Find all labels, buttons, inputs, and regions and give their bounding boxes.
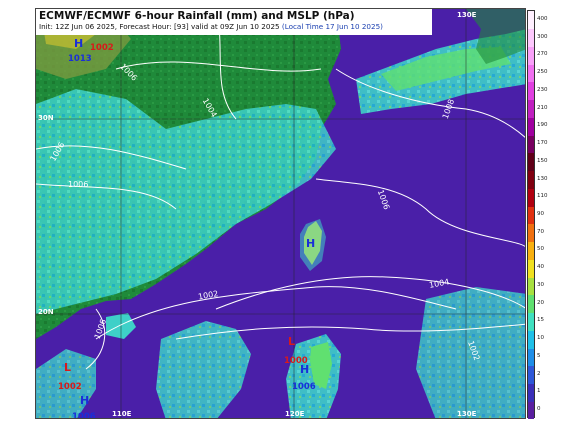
colorbar-tick-label: 30: [537, 281, 544, 288]
colorbar-segment: [528, 64, 534, 83]
colorbar-segment: [528, 99, 534, 118]
colorbar-segment: [528, 81, 534, 101]
colorbar-tick-label: 270: [537, 51, 548, 58]
chart-title: ECMWF/ECMWF 6-hour Rainfall (mm) and MSL…: [39, 10, 355, 22]
rain-scs-center: [156, 321, 251, 418]
svg-text:H: H: [306, 237, 315, 250]
rain-core-east: [381, 47, 511, 91]
colorbar-segment: [528, 170, 534, 189]
colorbar-tick-label: 110: [537, 193, 548, 200]
lon-label: 130E: [457, 410, 477, 418]
svg-text:H: H: [300, 363, 309, 376]
isobar-label: 1006: [68, 180, 88, 189]
isobars: [36, 9, 525, 370]
colorbar-tick-label: 210: [537, 104, 548, 111]
colorbar-segment: [528, 312, 534, 331]
taiwan-rain: [300, 219, 326, 271]
colorbar-segment: [528, 223, 534, 243]
colorbar: [527, 10, 535, 420]
map-canvas: 1006 1004 1006 1008 1006 1004 1002 1002 …: [36, 9, 525, 419]
japan-land: [466, 9, 525, 64]
colorbar-tick-label: 90: [537, 211, 544, 217]
colorbar-segment: [528, 401, 534, 420]
isobar-label: 1004: [428, 277, 450, 289]
colorbar-segment: [528, 206, 534, 225]
colorbar-tick-label: 400: [537, 15, 548, 22]
colorbar-segment: [528, 135, 534, 154]
lat-label: 30N: [38, 114, 54, 122]
svg-text:1002: 1002: [90, 43, 114, 53]
svg-text:1000: 1000: [284, 356, 308, 366]
colorbar-tick-label: 150: [537, 157, 548, 164]
colorbar-segment: [528, 348, 534, 367]
colorbar-segment: [528, 152, 534, 172]
colorbar-segment: [528, 11, 534, 30]
colorbar-tick-label: 230: [537, 86, 548, 93]
high-pressure-center: H 1006: [72, 394, 96, 419]
luzon-land: [310, 342, 332, 389]
rain-east-philippines: [416, 287, 525, 418]
low-pressure-center: L 1000: [284, 335, 308, 366]
colorbar-tick-label: 130: [537, 175, 548, 182]
colorbar-tick-label: 170: [537, 140, 548, 147]
colorbar-tick-label: 40: [537, 264, 544, 271]
colorbar-tick-label: 300: [537, 33, 548, 40]
high-pressure-center: H: [306, 237, 315, 250]
svg-text:1006: 1006: [292, 382, 316, 392]
colorbar-segment: [528, 294, 534, 314]
high-pressure-center: H 1006: [292, 363, 316, 392]
lon-label: 110E: [112, 410, 132, 418]
local-time-text: (Local Time 17 Jun 10 2025): [281, 22, 383, 31]
colorbar-segment: [528, 46, 534, 65]
colorbar-segment: [528, 383, 534, 402]
colorbar-tick-label: 1: [537, 388, 541, 395]
lon-label: 130E: [457, 11, 477, 19]
rain-band-mainland: [36, 89, 336, 314]
svg-text:1002: 1002: [58, 382, 82, 392]
colorbar-segment: [528, 188, 534, 207]
colorbar-tick-label: 190: [537, 122, 548, 129]
colorbar-tick-label: 20: [537, 299, 544, 306]
chart-subtitle: Init: 12Z Jun 06 2025, Forecast Hour: [9…: [39, 22, 429, 32]
lat-label: 20N: [38, 308, 54, 316]
colorbar-tick-label: 0: [537, 406, 541, 413]
svg-text:H: H: [74, 37, 83, 50]
colorbar-tick-label: 250: [537, 69, 548, 76]
colorbar-segment: [528, 259, 534, 278]
rainfall-map: 1006 1004 1006 1008 1006 1004 1002 1002 …: [35, 8, 526, 419]
low-pressure-center: L 1002: [58, 361, 82, 392]
low-pressure-center: 1002: [90, 43, 114, 53]
colorbar-segment: [528, 277, 534, 296]
colorbar-tick-label: 10: [537, 335, 544, 342]
colorbar-tick-label: 70: [537, 228, 544, 235]
rain-scs-west: [36, 349, 96, 418]
colorbar-tick-label: 50: [537, 246, 544, 253]
high-pressure-center: H 1013: [68, 37, 92, 64]
title-box: ECMWF/ECMWF 6-hour Rainfall (mm) and MSL…: [36, 9, 432, 35]
svg-text:1013: 1013: [68, 54, 92, 64]
colorbar-segment: [528, 241, 534, 260]
svg-text:1006: 1006: [72, 412, 96, 419]
colorbar-segment: [528, 365, 534, 385]
lon-label: 120E: [285, 410, 305, 418]
colorbar-segment: [528, 117, 534, 136]
colorbar-segment: [528, 28, 534, 47]
colorbar-tick-label: 2: [537, 370, 541, 377]
isobar-label: 1002: [197, 289, 219, 301]
svg-text:H: H: [80, 394, 89, 407]
colorbar-tick-label: 5: [537, 352, 541, 359]
graticule: [36, 9, 525, 418]
init-forecast-text: Init: 12Z Jun 06 2025, Forecast Hour: [9…: [39, 22, 280, 31]
colorbar-segment: [528, 330, 534, 349]
svg-text:L: L: [64, 361, 71, 374]
svg-text:L: L: [288, 335, 295, 348]
colorbar-tick-label: 15: [537, 317, 544, 324]
